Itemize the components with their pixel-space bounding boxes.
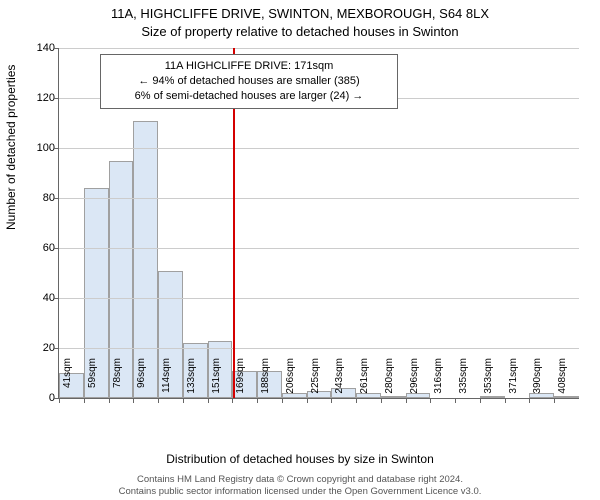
x-tick-label: 96sqm xyxy=(136,358,147,402)
y-tick-label: 80 xyxy=(27,192,55,204)
x-tick-mark xyxy=(208,398,209,403)
x-tick-mark xyxy=(183,398,184,403)
footer-attribution: Contains HM Land Registry data © Crown c… xyxy=(0,474,600,498)
x-tick-label: 353sqm xyxy=(483,358,494,402)
y-axis-label: Number of detached properties xyxy=(4,65,18,230)
y-tick-label: 100 xyxy=(27,142,55,154)
x-tick-label: 261sqm xyxy=(359,358,370,402)
y-tick-label: 120 xyxy=(27,92,55,104)
x-axis-label: Distribution of detached houses by size … xyxy=(0,452,600,466)
x-tick-mark xyxy=(455,398,456,403)
x-tick-mark xyxy=(554,398,555,403)
x-tick-label: 114sqm xyxy=(161,358,172,402)
y-tick-mark xyxy=(54,98,59,99)
y-tick-label: 40 xyxy=(27,292,55,304)
y-tick-mark xyxy=(54,248,59,249)
x-tick-mark xyxy=(158,398,159,403)
info-annotation-box: 11A HIGHCLIFFE DRIVE: 171sqm ← 94% of de… xyxy=(100,54,398,109)
x-tick-label: 408sqm xyxy=(557,358,568,402)
y-tick-label: 140 xyxy=(27,42,55,54)
y-tick-mark xyxy=(54,148,59,149)
chart-subtitle: Size of property relative to detached ho… xyxy=(0,24,600,39)
gridline xyxy=(59,148,579,149)
x-tick-label: 151sqm xyxy=(211,358,222,402)
gridline xyxy=(59,48,579,49)
y-tick-mark xyxy=(54,48,59,49)
x-tick-label: 133sqm xyxy=(186,358,197,402)
footer-line-1: Contains HM Land Registry data © Crown c… xyxy=(0,474,600,486)
x-tick-label: 280sqm xyxy=(384,358,395,402)
chart-container: 11A, HIGHCLIFFE DRIVE, SWINTON, MEXBOROU… xyxy=(0,0,600,500)
x-tick-mark xyxy=(307,398,308,403)
x-tick-label: 316sqm xyxy=(433,358,444,402)
chart-title-address: 11A, HIGHCLIFFE DRIVE, SWINTON, MEXBOROU… xyxy=(0,6,600,21)
x-tick-mark xyxy=(84,398,85,403)
x-tick-label: 78sqm xyxy=(112,358,123,402)
x-tick-mark xyxy=(529,398,530,403)
gridline xyxy=(59,348,579,349)
x-tick-mark xyxy=(282,398,283,403)
x-tick-mark xyxy=(406,398,407,403)
y-tick-mark xyxy=(54,198,59,199)
y-tick-label: 60 xyxy=(27,242,55,254)
info-line-smaller: ← 94% of detached houses are smaller (38… xyxy=(109,74,389,89)
x-tick-label: 225sqm xyxy=(310,358,321,402)
x-tick-mark xyxy=(381,398,382,403)
y-tick-mark xyxy=(54,298,59,299)
histogram-bar xyxy=(133,121,158,399)
x-tick-mark xyxy=(480,398,481,403)
x-tick-label: 59sqm xyxy=(87,358,98,402)
gridline xyxy=(59,298,579,299)
y-tick-label: 0 xyxy=(27,392,55,404)
x-tick-label: 296sqm xyxy=(409,358,420,402)
x-tick-mark xyxy=(356,398,357,403)
x-tick-label: 188sqm xyxy=(260,358,271,402)
x-tick-label: 41sqm xyxy=(62,358,73,402)
x-tick-mark xyxy=(331,398,332,403)
x-tick-label: 335sqm xyxy=(458,358,469,402)
x-tick-mark xyxy=(133,398,134,403)
x-tick-label: 371sqm xyxy=(508,358,519,402)
x-tick-label: 390sqm xyxy=(532,358,543,402)
footer-line-2: Contains public sector information licen… xyxy=(0,486,600,498)
gridline xyxy=(59,248,579,249)
x-tick-mark xyxy=(109,398,110,403)
x-tick-label: 206sqm xyxy=(285,358,296,402)
y-tick-mark xyxy=(54,348,59,349)
x-tick-mark xyxy=(257,398,258,403)
info-line-property: 11A HIGHCLIFFE DRIVE: 171sqm xyxy=(109,59,389,74)
x-tick-mark xyxy=(232,398,233,403)
gridline xyxy=(59,198,579,199)
x-tick-mark xyxy=(505,398,506,403)
x-tick-label: 169sqm xyxy=(235,358,246,402)
x-tick-label: 243sqm xyxy=(334,358,345,402)
x-tick-mark xyxy=(430,398,431,403)
info-line-larger: 6% of semi-detached houses are larger (2… xyxy=(109,89,389,104)
y-tick-label: 20 xyxy=(27,342,55,354)
x-tick-mark xyxy=(59,398,60,403)
